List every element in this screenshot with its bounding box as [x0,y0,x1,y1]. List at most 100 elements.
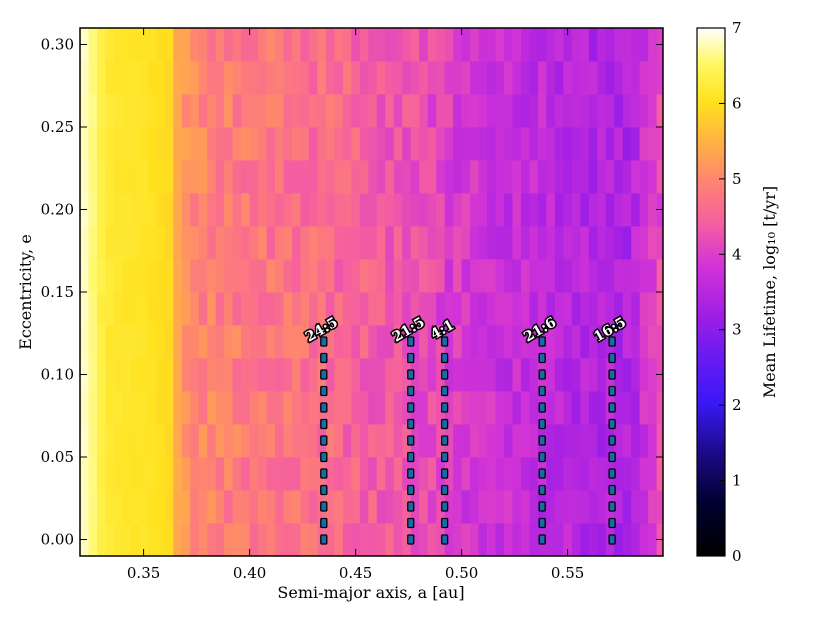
heatmap-cell [96,358,106,392]
heatmap-cell [147,490,157,524]
heatmap-cell [631,160,641,194]
heatmap-cell [156,127,166,161]
heatmap-cell [368,424,378,458]
heatmap-cell [156,61,166,95]
heatmap-cell [368,127,378,161]
heatmap-cell [368,160,378,194]
heatmap-cell [351,127,361,161]
heatmap-cell [495,490,505,524]
heatmap-cell [105,127,115,161]
heatmap-cell [181,61,191,95]
heatmap-cell [122,424,132,458]
heatmap-cell [198,457,208,491]
heatmap-cell [419,61,429,95]
heatmap-cell [461,259,471,293]
resonance-marker [538,435,546,446]
heatmap-cell [605,61,615,95]
heatmap-cell [266,358,276,392]
heatmap-cell [224,292,234,326]
heatmap-cell [478,424,488,458]
heatmap-cell [512,391,522,425]
x-axis-ticks: 0.35 0.40 0.45 0.50 0.55 [127,28,584,582]
heatmap-cell [258,94,267,128]
heatmap-cell [130,193,140,227]
heatmap-cell [266,424,276,458]
heatmap-cell [520,259,530,293]
heatmap-cell [164,358,174,392]
heatmap-cell [122,28,132,62]
heatmap-cell [563,391,573,425]
heatmap-cell [453,259,462,293]
heatmap-cell [546,259,556,293]
heatmap-cell [614,490,624,524]
colorbar-ticks: 0 1 2 3 4 5 6 7 [719,19,742,565]
resonance-marker [608,402,616,413]
heatmap-cell [207,160,217,194]
resonance-marker [320,501,328,512]
heatmap-cell [122,160,132,194]
heatmap-cell [368,259,378,293]
colorbar-tick-label: 0 [732,547,742,565]
heatmap-cell [631,358,641,392]
heatmap-cell [105,28,115,62]
heatmap-cell [139,259,149,293]
heatmap-cell [487,160,496,194]
heatmap-cell [283,61,293,95]
heatmap-cell [410,193,420,227]
heatmap-cell [453,61,462,95]
heatmap-cell [393,61,403,95]
heatmap-cell [495,226,505,260]
heatmap-cell [122,457,132,491]
heatmap-cell [334,457,344,491]
heatmap-cell [571,424,581,458]
heatmap-cell [215,61,225,95]
heatmap-cell [512,358,522,392]
resonance-marker [608,435,616,446]
heatmap-cell [520,523,530,556]
heatmap-cell [410,358,420,392]
heatmap-cell [105,193,115,227]
heatmap-cell [436,325,446,359]
heatmap-cell [385,94,395,128]
heatmap-cell [266,391,276,425]
heatmap-cell [334,127,344,161]
heatmap-cell [88,325,98,359]
heatmap-cell [113,193,123,227]
heatmap-cell [504,490,513,524]
heatmap-cell [537,127,547,161]
heatmap-cell [385,292,395,326]
heatmap-cell [147,226,157,260]
heatmap-cell [215,127,225,161]
heatmap-cell [258,28,267,62]
heatmap-cell [190,424,200,458]
heatmap-cell [487,424,496,458]
heatmap-cell [453,391,462,425]
heatmap-cell [571,325,581,359]
heatmap-cell [512,490,522,524]
heatmap-cell [190,259,200,293]
heatmap-cell [292,325,301,359]
heatmap-cell [436,160,446,194]
heatmap-cell [571,226,581,260]
heatmap-cell [393,226,403,260]
heatmap-cell [359,61,369,95]
heatmap-cell [580,424,590,458]
heatmap-cell [580,391,590,425]
heatmap-cell [631,94,641,128]
heatmap-cell [325,490,335,524]
resonance-marker [320,484,328,496]
heatmap-cell [147,160,157,194]
heatmap-cell [453,94,462,128]
heatmap-cell [190,292,200,326]
heatmap-cell [512,523,522,556]
y-tick-label: 0.20 [41,201,74,219]
heatmap-cell [648,358,658,392]
heatmap-cell [376,523,386,556]
heatmap-cell [130,226,140,260]
heatmap-cell [402,457,412,491]
heatmap-cell [258,523,267,556]
heatmap-cell [113,94,123,128]
heatmap-cell [588,226,598,260]
heatmap-cell [300,292,310,326]
heatmap-cell [215,325,225,359]
